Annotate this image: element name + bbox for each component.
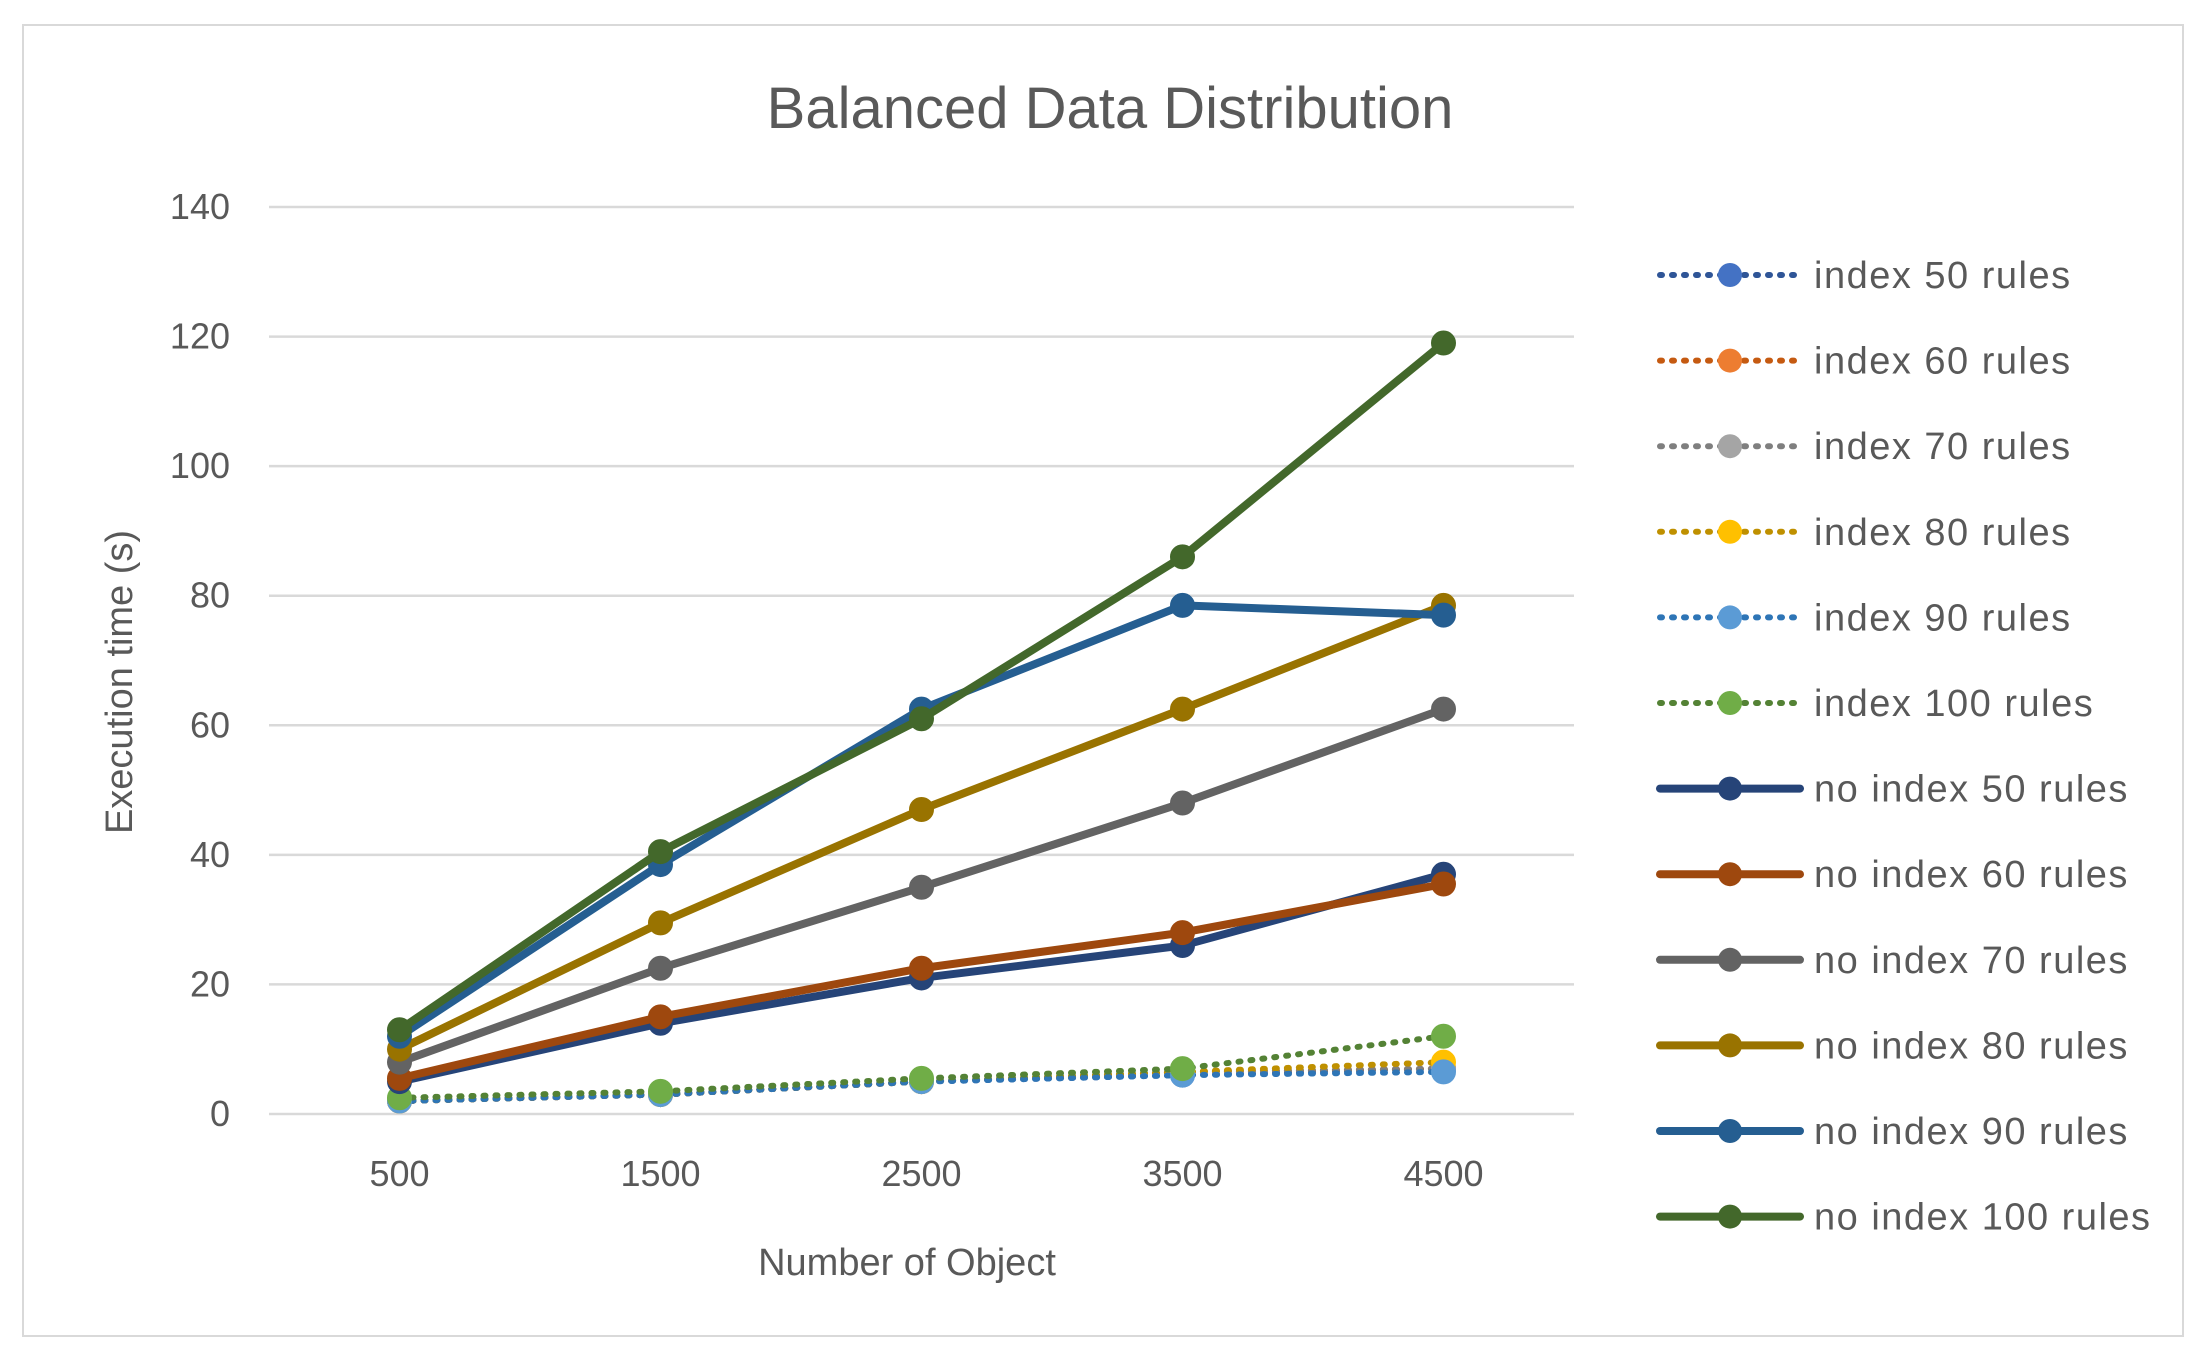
legend-marker bbox=[1718, 263, 1742, 287]
data-point bbox=[387, 1017, 412, 1043]
data-point bbox=[909, 797, 934, 823]
gridlines bbox=[269, 205, 1574, 1116]
data-point bbox=[1170, 920, 1195, 946]
data-point bbox=[909, 955, 934, 981]
x-tick-label: 2500 bbox=[881, 1153, 961, 1194]
x-axis-title: Number of Object bbox=[758, 1242, 1056, 1284]
legend-label: no index 100 rules bbox=[1814, 1197, 2152, 1239]
data-point bbox=[1170, 1056, 1195, 1082]
legend-item: index 90 rules bbox=[1657, 597, 2072, 639]
data-point bbox=[648, 910, 673, 936]
data-point bbox=[648, 1078, 673, 1104]
data-point bbox=[909, 1065, 934, 1091]
data-point bbox=[648, 839, 673, 865]
legend-marker bbox=[1718, 862, 1742, 887]
chart-frame: Balanced Data Distribution 0 20 40 60 80 100 1… bbox=[22, 24, 2184, 1337]
legend-item: no index 60 rules bbox=[1656, 854, 2129, 896]
x-tick-label: 3500 bbox=[1142, 1153, 1222, 1194]
legend-label: no index 80 rules bbox=[1814, 1025, 2129, 1067]
data-point bbox=[1170, 790, 1195, 816]
legend-item: no index 50 rules bbox=[1656, 769, 2129, 811]
y-tick-label: 40 bbox=[190, 834, 230, 875]
legend-marker bbox=[1718, 434, 1742, 459]
data-point bbox=[1170, 696, 1195, 722]
series-no-index-80-rules bbox=[387, 592, 1456, 1062]
legend-label: index 50 rules bbox=[1814, 255, 2072, 297]
legend-marker bbox=[1718, 776, 1742, 801]
legend-label: no index 90 rules bbox=[1814, 1111, 2129, 1153]
series-no-index-100-rules bbox=[387, 330, 1456, 1043]
y-axis-title: Execution time (s) bbox=[99, 530, 141, 834]
line-chart: Balanced Data Distribution 0 20 40 60 80 100 1… bbox=[99, 76, 2152, 1284]
chart-title: Balanced Data Distribution bbox=[767, 76, 1454, 141]
data-point bbox=[909, 874, 934, 900]
legend: index 50 rules index 60 rules index 70 rul… bbox=[1656, 255, 2152, 1239]
legend-label: index 70 rules bbox=[1814, 426, 2072, 468]
legend-label: no index 50 rules bbox=[1814, 769, 2129, 811]
legend-marker bbox=[1718, 1119, 1742, 1143]
data-point bbox=[1431, 330, 1456, 356]
data-point bbox=[1431, 602, 1456, 628]
legend-item: no index 70 rules bbox=[1656, 940, 2129, 982]
series-line bbox=[395, 339, 1448, 1034]
legend-item: index 80 rules bbox=[1657, 512, 2072, 554]
legend-label: index 60 rules bbox=[1814, 341, 2072, 383]
data-point bbox=[1431, 871, 1456, 897]
series-lines bbox=[387, 330, 1456, 1114]
legend-item: no index 100 rules bbox=[1656, 1197, 2152, 1239]
y-tick-label: 120 bbox=[170, 316, 230, 357]
data-point bbox=[1431, 696, 1456, 722]
legend-marker bbox=[1718, 691, 1742, 715]
data-point bbox=[1431, 1059, 1456, 1085]
y-tick-label: 140 bbox=[170, 186, 230, 227]
legend-item: no index 80 rules bbox=[1656, 1025, 2129, 1067]
legend-item: index 60 rules bbox=[1657, 341, 2072, 383]
y-tick-label: 80 bbox=[190, 575, 230, 616]
data-point bbox=[648, 1004, 673, 1030]
legend-label: no index 70 rules bbox=[1814, 940, 2129, 982]
data-point bbox=[1431, 1023, 1456, 1049]
legend-marker bbox=[1718, 519, 1742, 544]
legend-marker bbox=[1718, 348, 1742, 373]
legend-label: index 80 rules bbox=[1814, 512, 2072, 554]
series-no-index-70-rules bbox=[387, 696, 1456, 1075]
y-tick-label: 60 bbox=[190, 704, 230, 745]
data-point bbox=[648, 955, 673, 981]
y-tick-label: 0 bbox=[210, 1093, 230, 1134]
y-tick-label: 100 bbox=[170, 445, 230, 486]
y-axis-ticks: 0 20 40 60 80 100 120 140 bbox=[170, 186, 230, 1134]
data-point bbox=[1170, 544, 1195, 570]
legend-label: no index 60 rules bbox=[1814, 854, 2129, 896]
legend-label: index 90 rules bbox=[1814, 597, 2072, 639]
data-point bbox=[909, 706, 934, 732]
x-axis-ticks: 500 1500 2500 3500 4500 bbox=[369, 1153, 1483, 1194]
legend-marker bbox=[1718, 605, 1742, 630]
y-tick-label: 20 bbox=[190, 963, 230, 1004]
legend-marker bbox=[1718, 1204, 1742, 1229]
legend-item: index 100 rules bbox=[1657, 683, 2094, 725]
legend-label: index 100 rules bbox=[1814, 683, 2094, 725]
legend-item: index 70 rules bbox=[1657, 426, 2072, 468]
data-point bbox=[1170, 592, 1195, 618]
legend-item: no index 90 rules bbox=[1656, 1111, 2129, 1153]
x-tick-label: 4500 bbox=[1403, 1153, 1483, 1194]
legend-item: index 50 rules bbox=[1657, 255, 2072, 297]
legend-marker bbox=[1718, 947, 1742, 972]
legend-marker bbox=[1718, 1033, 1742, 1058]
x-tick-label: 500 bbox=[369, 1153, 429, 1194]
x-tick-label: 1500 bbox=[620, 1153, 700, 1194]
